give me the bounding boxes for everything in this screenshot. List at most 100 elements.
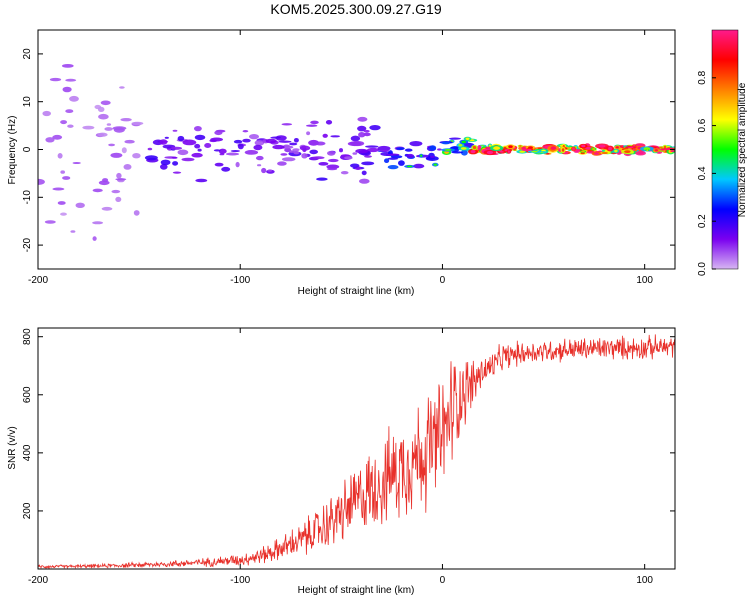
heatmap-cell xyxy=(289,142,298,146)
y-tick-label: 20 xyxy=(22,48,33,60)
heatmap-cell xyxy=(159,139,168,145)
heatmap-cell xyxy=(82,125,95,130)
snr-y-axis-label: SNR (v/v) xyxy=(7,426,18,469)
heatmap-cell xyxy=(123,164,132,170)
heatmap-cell xyxy=(72,162,81,164)
heatmap-cell-core xyxy=(581,144,586,148)
y-tick-label: 0 xyxy=(22,146,33,152)
heatmap-cell xyxy=(235,161,240,168)
heatmap-cell-core xyxy=(460,147,467,150)
heatmap-cell xyxy=(67,124,74,128)
colorbar: 0.0 0.2 0.4 0.6 0.8 Normalized spectral ampl… xyxy=(697,29,748,276)
heatmap-cell xyxy=(230,150,241,152)
heatmap-cell xyxy=(326,164,340,169)
heatmap-cell xyxy=(328,158,339,163)
heatmap-cell xyxy=(350,135,361,142)
heatmap-cell xyxy=(101,206,113,211)
heatmap-cell xyxy=(448,137,462,140)
heatmap-cell-core xyxy=(458,144,463,147)
heatmap-cell xyxy=(441,141,450,145)
heatmap-cell xyxy=(281,157,296,162)
y-tick-label: -10 xyxy=(22,190,33,205)
heatmap-cell xyxy=(113,127,125,133)
heatmap-cell xyxy=(204,143,212,148)
heatmap-cell xyxy=(75,202,85,208)
heatmap-cell xyxy=(52,187,65,191)
heatmap-cell xyxy=(221,166,231,172)
colorbar-tick-label: 0.0 xyxy=(697,262,708,276)
heatmap-cell xyxy=(100,100,111,106)
heatmap-cell xyxy=(359,178,370,184)
heatmap-cell-core xyxy=(598,144,606,148)
x-tick-label: -200 xyxy=(28,275,48,286)
heatmap-cell xyxy=(160,163,168,170)
heatmap-cell xyxy=(213,149,221,152)
heatmap-cell xyxy=(292,148,300,152)
heatmap-cell-core xyxy=(585,146,592,150)
heatmap-cell xyxy=(384,158,390,163)
heatmap-cell xyxy=(316,177,328,181)
heatmap-cell xyxy=(355,148,369,154)
heatmap-cell xyxy=(115,178,127,181)
heatmap-cell-core xyxy=(493,146,500,150)
heatmap-cell xyxy=(45,137,55,143)
heatmap-cell xyxy=(306,131,311,136)
heatmap-cell xyxy=(52,134,63,140)
heatmap-cell xyxy=(92,236,97,241)
heatmap-cell xyxy=(312,156,325,160)
heatmap-cell xyxy=(131,121,144,126)
heatmap-x-ticks: -200 -100 0 100 xyxy=(28,30,653,286)
heatmap-cell xyxy=(429,145,437,151)
heatmap-cell-core xyxy=(664,148,672,150)
heatmap-cell xyxy=(49,77,62,82)
heatmap-cell xyxy=(102,178,109,183)
heatmap-cell-core xyxy=(580,152,585,155)
heatmap-cell xyxy=(44,220,56,224)
heatmap-cell xyxy=(288,150,295,154)
heatmap-cell xyxy=(249,134,259,140)
heatmap-cell xyxy=(387,153,400,156)
heatmap-cell xyxy=(261,167,267,174)
heatmap-cell xyxy=(363,132,371,137)
snr-panel: -200 -100 0 100 200 400 600 800 Height of stra… xyxy=(7,327,676,596)
heatmap-cell-core xyxy=(444,148,452,151)
heatmap-cell-core xyxy=(420,154,423,157)
heatmap-cell xyxy=(197,148,202,152)
y-tick-label: 400 xyxy=(22,444,33,461)
heatmap-cell-core xyxy=(519,145,522,147)
heatmap-x-axis-label: Height of straight line (km) xyxy=(298,286,415,297)
y-tick-label: 600 xyxy=(22,386,33,403)
heatmap-cell xyxy=(237,143,244,150)
heatmap-cell xyxy=(301,153,308,159)
heatmap-cell xyxy=(194,143,201,149)
heatmap-cell-core xyxy=(406,165,413,168)
heatmap-cell xyxy=(387,157,399,160)
colorbar-tick-label: 0.2 xyxy=(697,214,708,228)
heatmap-cell-core xyxy=(608,146,612,151)
heatmap-cell xyxy=(344,156,353,160)
heatmap-cell xyxy=(363,129,370,133)
heatmap-cell xyxy=(194,134,206,141)
heatmap-cell xyxy=(92,221,104,225)
heatmap-cell xyxy=(61,64,74,68)
heatmap-cell xyxy=(164,136,169,139)
heatmap-cell xyxy=(133,210,140,216)
heatmap-cell xyxy=(280,153,288,156)
heatmap-cell-core xyxy=(531,150,538,153)
heatmap-cell xyxy=(358,132,366,138)
heatmap-cell xyxy=(254,140,265,146)
heatmap-cell xyxy=(413,163,425,169)
heatmap-cell xyxy=(38,178,45,185)
heatmap-cell xyxy=(119,86,125,89)
snr-background xyxy=(38,328,675,569)
heatmap-cell xyxy=(277,161,287,166)
heatmap-cell-core xyxy=(646,149,649,151)
heatmap-cell xyxy=(60,120,67,125)
heatmap-cell xyxy=(364,155,372,158)
x-tick-label: -100 xyxy=(230,575,250,586)
heatmap-cell xyxy=(270,136,282,139)
heatmap-cell-core xyxy=(486,147,491,149)
x-tick-label: -100 xyxy=(230,275,250,286)
